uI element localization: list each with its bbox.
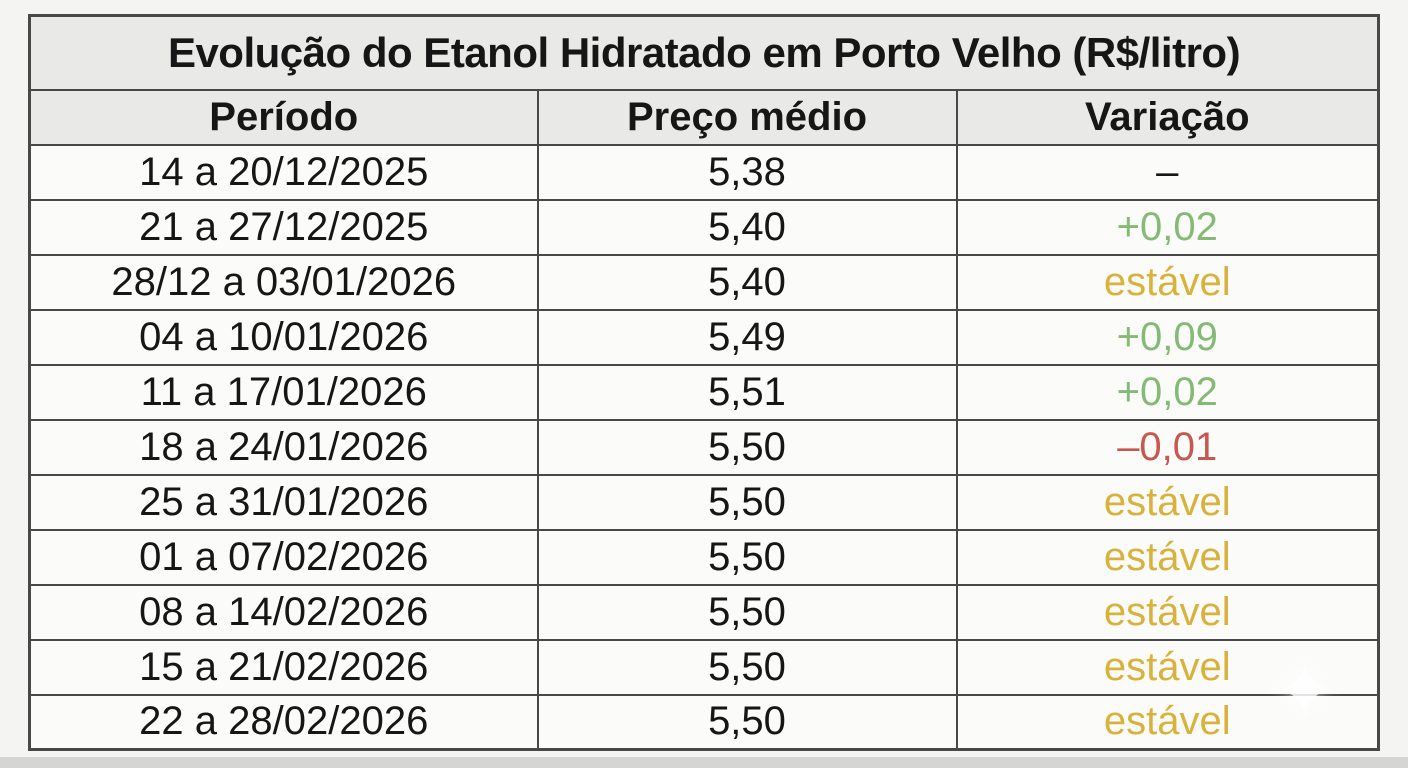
table-header-row: Período Preço médio Variação: [28, 88, 1380, 146]
price-cell: 5,38: [536, 143, 958, 201]
variation-cell: estável: [955, 528, 1380, 586]
table-row: 04 a 10/01/2026 5,49 +0,09: [28, 308, 1380, 366]
period-cell: 21 a 27/12/2025: [28, 198, 539, 256]
bottom-edge-strip: [0, 757, 1408, 768]
ethanol-price-table: Evolução do Etanol Hidratado em Porto Ve…: [28, 14, 1380, 751]
period-cell: 08 a 14/02/2026: [28, 583, 539, 641]
price-cell: 5,40: [536, 253, 958, 311]
table-row: 25 a 31/01/2026 5,50 estável: [28, 473, 1380, 531]
price-cell: 5,49: [536, 308, 958, 366]
table-title-row: Evolução do Etanol Hidratado em Porto Ve…: [28, 14, 1380, 91]
variation-cell: estável: [955, 473, 1380, 531]
period-cell: 15 a 21/02/2026: [28, 638, 539, 696]
variation-cell: –0,01: [955, 418, 1380, 476]
column-header-variacao: Variação: [955, 88, 1380, 146]
price-cell: 5,50: [536, 473, 958, 531]
table-row: 01 a 07/02/2026 5,50 estável: [28, 528, 1380, 586]
column-header-preco-medio: Preço médio: [536, 88, 958, 146]
table-row: 14 a 20/12/2025 5,38 –: [28, 143, 1380, 201]
period-cell: 11 a 17/01/2026: [28, 363, 539, 421]
variation-cell: estável: [955, 253, 1380, 311]
variation-cell: estável: [955, 583, 1380, 641]
period-cell: 25 a 31/01/2026: [28, 473, 539, 531]
variation-cell: +0,09: [955, 308, 1380, 366]
table-row: 08 a 14/02/2026 5,50 estável: [28, 583, 1380, 641]
price-cell: 5,50: [536, 528, 958, 586]
table-row: 11 a 17/01/2026 5,51 +0,02: [28, 363, 1380, 421]
period-cell: 04 a 10/01/2026: [28, 308, 539, 366]
period-cell: 01 a 07/02/2026: [28, 528, 539, 586]
table-row: 21 a 27/12/2025 5,40 +0,02: [28, 198, 1380, 256]
variation-cell: estável: [955, 693, 1380, 751]
variation-cell: +0,02: [955, 363, 1380, 421]
table-row: 15 a 21/02/2026 5,50 estável: [28, 638, 1380, 696]
table-title: Evolução do Etanol Hidratado em Porto Ve…: [28, 14, 1380, 91]
column-header-periodo: Período: [28, 88, 539, 146]
price-cell: 5,50: [536, 638, 958, 696]
period-cell: 14 a 20/12/2025: [28, 143, 539, 201]
period-cell: 22 a 28/02/2026: [28, 693, 539, 751]
table-row: 22 a 28/02/2026 5,50 estável: [28, 693, 1380, 751]
price-cell: 5,50: [536, 583, 958, 641]
period-cell: 28/12 a 03/01/2026: [28, 253, 539, 311]
period-cell: 18 a 24/01/2026: [28, 418, 539, 476]
variation-cell: estável: [955, 638, 1380, 696]
price-cell: 5,50: [536, 693, 958, 751]
variation-cell: +0,02: [955, 198, 1380, 256]
table-row: 18 a 24/01/2026 5,50 –0,01: [28, 418, 1380, 476]
price-cell: 5,50: [536, 418, 958, 476]
price-cell: 5,40: [536, 198, 958, 256]
price-cell: 5,51: [536, 363, 958, 421]
table-row: 28/12 a 03/01/2026 5,40 estável: [28, 253, 1380, 311]
variation-cell: –: [955, 143, 1380, 201]
